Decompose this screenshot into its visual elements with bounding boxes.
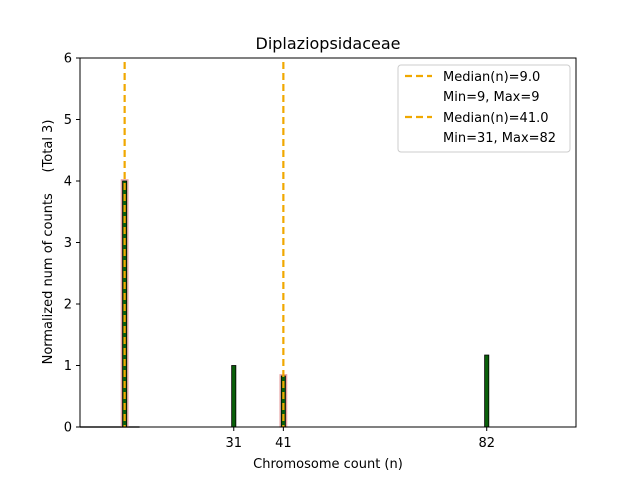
legend-box: [397, 64, 571, 153]
x-axis: 31 41 82: [225, 427, 495, 451]
y-tick-label-3: 3: [64, 236, 72, 251]
legend-range-label-0: Min=9, Max=9: [443, 90, 540, 105]
bar-x82: [484, 354, 490, 428]
legend-median-label-1: Median(n)=41.0: [443, 111, 549, 126]
y-axis-label: Normalized num of counts (Total 3): [41, 120, 56, 365]
x-tick-label-82: 82: [478, 436, 495, 451]
y-tick-label-1: 1: [64, 359, 72, 374]
y-axis: 0 1 2 3 4 5 6: [64, 52, 80, 436]
y-tick-label-0: 0: [64, 421, 72, 436]
legend: Median(n)=9.0 Min=9, Max=9 Median(n)=41.0 M…: [397, 64, 571, 153]
x-tick-label-41: 41: [275, 436, 292, 451]
y-tick-label-6: 6: [64, 52, 72, 67]
x-axis-label: Chromosome count (n): [253, 457, 403, 472]
y-tick-label-4: 4: [64, 175, 72, 190]
x-tick-label-31: 31: [225, 436, 242, 451]
legend-median-label-0: Median(n)=9.0: [443, 70, 540, 85]
chart-title: Diplaziopsidaceae: [256, 34, 401, 53]
y-tick-label-2: 2: [64, 298, 72, 313]
y-tick-label-5: 5: [64, 113, 72, 128]
bar-x31: [231, 365, 237, 428]
legend-range-label-1: Min=31, Max=82: [443, 131, 556, 146]
